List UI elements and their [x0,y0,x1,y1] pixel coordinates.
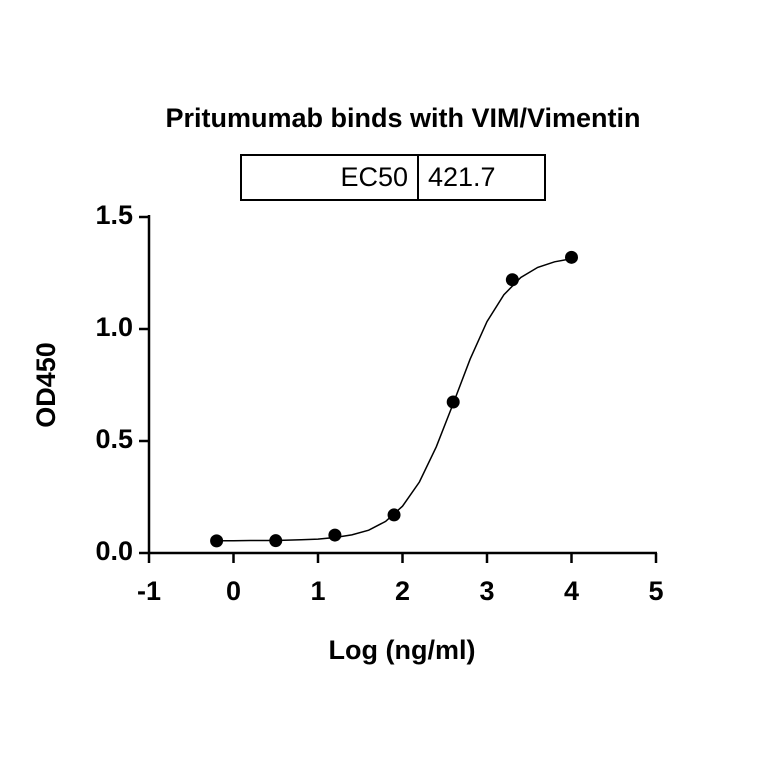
x-tick-label: 5 [648,576,663,606]
y-tick-label: 0.0 [95,536,133,566]
data-point [565,250,578,264]
x-tick-label: 4 [564,576,579,606]
data-point [210,534,224,548]
x-axis-label: Log (ng/ml) [329,635,476,665]
y-tick-label: 1.0 [95,312,133,342]
fit-curve [216,257,572,542]
data-point [269,534,283,548]
x-tick-label: 2 [395,576,410,606]
y-axis-label: OD450 [31,342,61,428]
y-tick-label: 1.5 [95,200,133,230]
x-tick-label: 1 [310,576,325,606]
table-value: 421.7 [428,162,496,192]
x-tick-label: -1 [137,576,161,606]
y-tick-label: 0.5 [95,424,133,454]
x-tick-label: 0 [226,576,241,606]
data-point [505,273,519,287]
ec50-table [240,154,546,201]
chart-title: Pritumumab binds with VIM/Vimentin [165,103,640,133]
table-header: EC50 [340,162,408,192]
data-point [328,528,342,542]
data-point [446,395,460,409]
data-point [387,508,401,522]
x-tick-label: 3 [479,576,494,606]
